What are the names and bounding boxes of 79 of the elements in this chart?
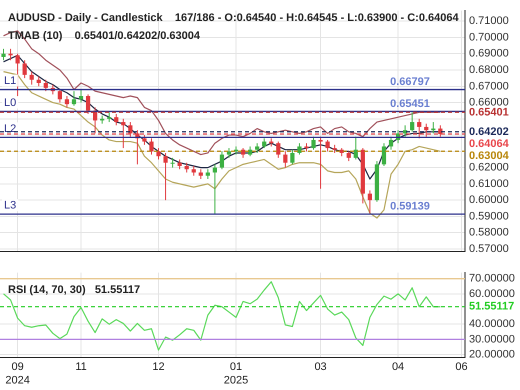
ref-line-label: L1 (4, 75, 16, 88)
ref-line-label: 0.64202 (469, 126, 509, 138)
candlestick (22, 60, 27, 79)
y-tick-label: 0.61000 (469, 178, 509, 190)
candlestick (114, 113, 118, 126)
annotation: 0.65451 (390, 98, 430, 110)
y-tick-label: 0.69000 (469, 48, 509, 60)
candlestick (149, 138, 154, 156)
x-tick-label: 06 (455, 361, 468, 374)
candlestick (163, 152, 168, 201)
candlestick (431, 122, 436, 134)
candlestick (212, 164, 217, 215)
y-tick-label: 70.00000 (469, 272, 515, 285)
x-tick-label: 03 (314, 361, 327, 374)
x-tick-label: 11 (75, 361, 87, 374)
y-tick-label: 0.70000 (469, 31, 509, 44)
candlestick (262, 138, 266, 149)
ref-line-label: L3 (4, 200, 16, 212)
candlestick (417, 118, 422, 139)
candlestick (326, 139, 330, 152)
candlestick (178, 158, 182, 170)
candlestick (16, 53, 20, 97)
candlestick (192, 165, 196, 176)
y-tick-label: 0.62000 (469, 162, 509, 174)
candlestick (290, 149, 294, 165)
candlestick (346, 150, 351, 162)
candlestick (276, 141, 280, 158)
chart-title: AUDUSD - Daily - Candlestick 167/186 - O:0.64540 - H:0.64545 - L:0.63900 - C:0.64064 (8, 12, 460, 24)
x-tick-label: 12 (152, 361, 165, 374)
candlestick (8, 48, 13, 61)
ref-line-label: 0.65401 (469, 106, 509, 118)
candlestick (403, 124, 408, 138)
candlestick (86, 94, 90, 114)
candlestick (30, 71, 34, 86)
y-tick-label: 20.00000 (469, 348, 515, 361)
candlestick (107, 112, 112, 123)
annotation: 0.59139 (390, 200, 430, 213)
y-tick-label: 30.00000 (469, 333, 515, 346)
candlestick (206, 168, 210, 180)
candlestick (78, 89, 84, 104)
candlestick (424, 123, 428, 138)
y-tick-label: 0.71000 (469, 15, 509, 28)
candlestick (410, 112, 414, 132)
y-tick-label: 0.66000 (469, 96, 509, 109)
y-tick-label: 60.00000 (469, 288, 515, 300)
ref-line-label: 0.63004 (469, 150, 510, 162)
y-tick-label: 0.58000 (469, 226, 509, 239)
candlestick (220, 150, 224, 170)
candlestick (58, 89, 62, 104)
ref-line-label: 51.55117 (469, 300, 514, 313)
candlestick (121, 118, 126, 149)
candlestick (198, 168, 203, 180)
candlestick (311, 136, 316, 150)
y-tick-label: 0.57000 (469, 242, 509, 255)
y-tick-label: 0.68000 (469, 64, 509, 76)
annotation: 0.66797 (390, 76, 430, 88)
ref-line-label: 0.64064 (469, 138, 510, 150)
candlestick (255, 142, 260, 154)
candlestick (354, 136, 358, 160)
ref-line-label: L0 (4, 96, 16, 109)
candlestick (44, 79, 48, 92)
candlestick (388, 136, 394, 150)
x-tick-label: 01 2025 (224, 361, 248, 386)
y-tick-label: 0.60000 (469, 194, 509, 206)
candlestick (283, 150, 288, 168)
candlestick (1, 48, 6, 61)
candlestick (368, 190, 372, 214)
candlestick (128, 122, 132, 138)
x-tick-label: 09 2024 (5, 361, 30, 386)
candlestick (184, 162, 189, 173)
candlestick (438, 124, 442, 138)
y-tick-label: 0.59000 (469, 210, 509, 222)
y-tick-label: 40.00000 (469, 318, 515, 330)
y-tick-label: 0.67000 (469, 80, 509, 92)
candlestick (382, 142, 386, 166)
candlestick (36, 76, 41, 87)
candlestick (170, 157, 175, 168)
x-tick-label: 04 (392, 361, 404, 374)
text: RSI (14, 70, 30) 51.55117 (8, 284, 140, 296)
